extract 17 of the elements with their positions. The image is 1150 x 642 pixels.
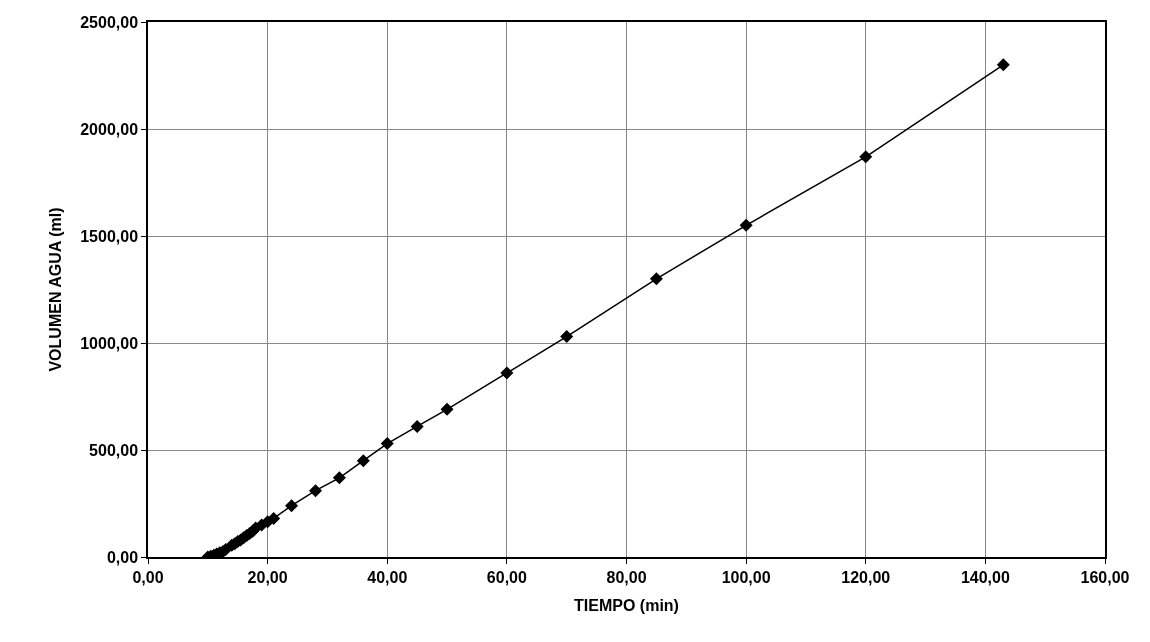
y-tick-label: 2500,00 <box>80 13 139 31</box>
y-tick-label: 0,00 <box>106 548 139 566</box>
x-tick-label: 80,00 <box>606 568 647 586</box>
y-tick-label: 1500,00 <box>80 227 139 245</box>
x-tick-label: 40,00 <box>367 568 408 586</box>
x-tick-label: 120,00 <box>841 568 891 586</box>
x-axis-title: TIEMPO (min) <box>574 597 679 615</box>
x-tick-label: 60,00 <box>486 568 527 586</box>
y-tick-label: 1000,00 <box>80 334 139 352</box>
y-tick-label: 2000,00 <box>80 120 139 138</box>
y-axis-title: VOLUMEN AGUA (ml) <box>46 207 64 372</box>
x-tick-label: 20,00 <box>247 568 288 586</box>
x-tick-label: 100,00 <box>721 568 771 586</box>
x-tick-label: 0,00 <box>132 568 164 586</box>
x-tick-label: 140,00 <box>960 568 1010 586</box>
y-tick-label: 500,00 <box>89 441 139 459</box>
x-tick-label: 160,00 <box>1080 568 1130 586</box>
